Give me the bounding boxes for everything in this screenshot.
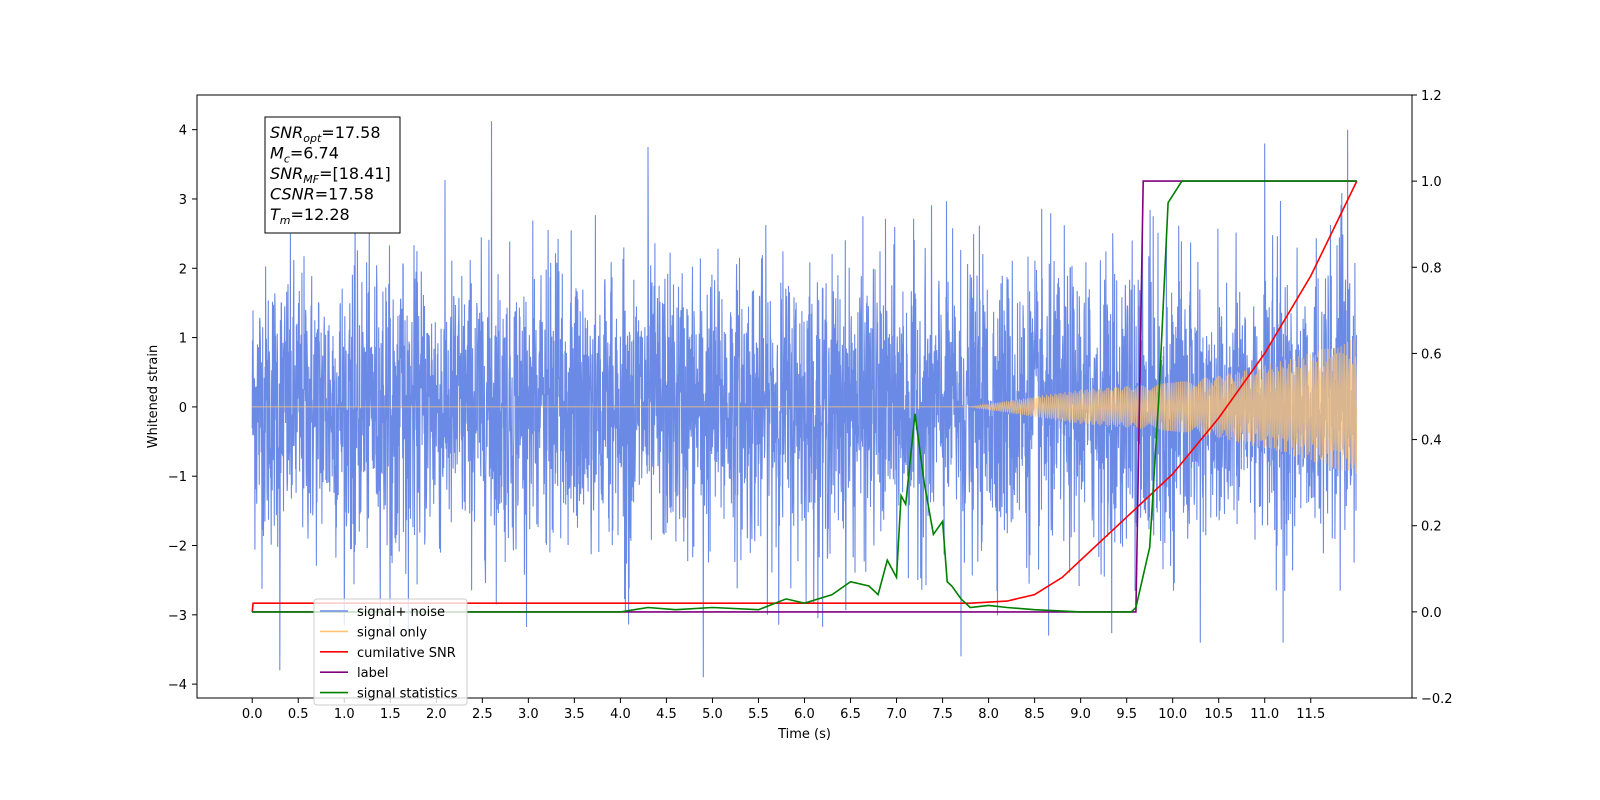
y-tick-label-left: −1 — [168, 470, 187, 485]
x-tick-label: 9.0 — [1070, 707, 1091, 722]
x-tick-label: 11.5 — [1296, 707, 1325, 722]
annotation-subscript: c — [284, 153, 290, 166]
x-tick-label: 5.0 — [702, 707, 723, 722]
x-tick-label: 7.0 — [886, 707, 907, 722]
x-tick-label: 8.0 — [978, 707, 999, 722]
annotation-symbol: T — [270, 205, 281, 224]
x-tick-label: 6.0 — [794, 707, 815, 722]
x-tick-label: 0.0 — [242, 707, 263, 722]
y-tick-label-left: −4 — [168, 678, 187, 693]
annotation-line: CSNR=17.58 — [270, 185, 374, 204]
x-tick-label: 7.5 — [932, 707, 953, 722]
annotation-subscript: opt — [303, 132, 322, 145]
y-tick-label-left: 4 — [179, 124, 187, 139]
y-axis-label: Whitened strain — [146, 345, 161, 448]
annotation-value: =[18.41] — [319, 164, 391, 183]
x-axis: 0.0 0.5 1.0 1.5 2.0 2.5 3.0 3.5 4.0 4.5 5.0 5.5 6.0 6… — [242, 698, 1325, 722]
x-tick-label: 2.0 — [426, 707, 447, 722]
x-axis-label: Time (s) — [777, 727, 831, 742]
annotation-frame — [264, 116, 401, 234]
x-tick-label: 10.5 — [1204, 707, 1233, 722]
annotation-line: SNRopt=17.58 — [270, 123, 381, 145]
annotation-line: Mc=6.74 — [270, 144, 339, 166]
legend-frame — [313, 598, 468, 706]
annotation-symbol: CSNR — [270, 185, 315, 204]
x-tick-label: 1.5 — [380, 707, 401, 722]
series-signal-noise — [251, 121, 1358, 678]
annotation-value: =17.58 — [321, 123, 380, 142]
y-tick-label-left: 0 — [179, 401, 187, 416]
x-tick-label: 9.5 — [1116, 707, 1137, 722]
series-signal-only — [252, 338, 1358, 474]
annotation-box: SNRopt=17.58Mc=6.74SNRMF=[18.41]CSNR=17.… — [264, 116, 401, 234]
legend-entry: signal statistics — [357, 687, 458, 702]
y-tick-label-left: 1 — [179, 332, 187, 347]
legend: signal+ noise signal only cumilative SNR la… — [313, 598, 468, 706]
x-tick-label: 3.0 — [518, 707, 539, 722]
y-tick-label-left: −3 — [168, 609, 187, 624]
y-tick-label-right: 1.2 — [1421, 89, 1442, 104]
y-tick-label-right: 0.0 — [1421, 606, 1442, 621]
y-tick-label-left: 2 — [179, 262, 187, 277]
x-tick-label: 2.5 — [472, 707, 493, 722]
x-tick-label: 11.0 — [1250, 707, 1279, 722]
annotation-subscript: MF — [303, 173, 319, 186]
y-axis-left: 4 3 2 1 0 −1 −2 −3 −4 — [168, 124, 197, 693]
legend-entry: cumilative SNR — [357, 646, 456, 661]
x-tick-label: 4.0 — [610, 707, 631, 722]
annotation-value: =17.58 — [315, 185, 374, 204]
legend-entry: label — [357, 666, 388, 681]
y-tick-label-right: −0.2 — [1421, 692, 1453, 707]
annotation-value: =12.28 — [291, 205, 350, 224]
x-tick-label: 8.5 — [1024, 707, 1045, 722]
y-tick-label-right: 1.0 — [1421, 175, 1442, 190]
x-tick-label: 4.5 — [656, 707, 677, 722]
annotation-symbol: SNR — [270, 164, 303, 183]
annotation-line: SNRMF=[18.41] — [270, 164, 391, 186]
y-tick-label-right: 0.4 — [1421, 434, 1442, 449]
annotation-subscript: m — [280, 214, 291, 227]
plot-layer — [251, 121, 1358, 678]
annotation-line: Tm=12.28 — [270, 205, 350, 227]
x-tick-label: 6.5 — [840, 707, 861, 722]
x-tick-label: 3.5 — [564, 707, 585, 722]
x-tick-label: 0.5 — [288, 707, 309, 722]
legend-entry: signal only — [357, 625, 427, 640]
y-tick-label-right: 0.6 — [1421, 347, 1442, 362]
x-tick-label: 10.0 — [1158, 707, 1187, 722]
series-cumilative-snr — [251, 180, 1358, 612]
annotation-value: =6.74 — [290, 144, 339, 163]
y-axis-right: 1.2 1.0 0.8 0.6 0.4 0.2 0.0 −0.2 — [1412, 89, 1453, 707]
y-tick-label-right: 0.2 — [1421, 520, 1442, 535]
series-signal-statistics — [252, 180, 1357, 613]
y-tick-label-left: −2 — [168, 540, 187, 555]
annotation-symbol: SNR — [270, 123, 303, 142]
x-tick-label: 5.5 — [748, 707, 769, 722]
y-tick-label-right: 0.8 — [1421, 261, 1442, 276]
legend-entry: signal+ noise — [357, 605, 445, 620]
x-tick-label: 1.0 — [334, 707, 355, 722]
y-tick-label-left: 3 — [179, 193, 187, 208]
annotation-symbol: M — [270, 144, 284, 163]
